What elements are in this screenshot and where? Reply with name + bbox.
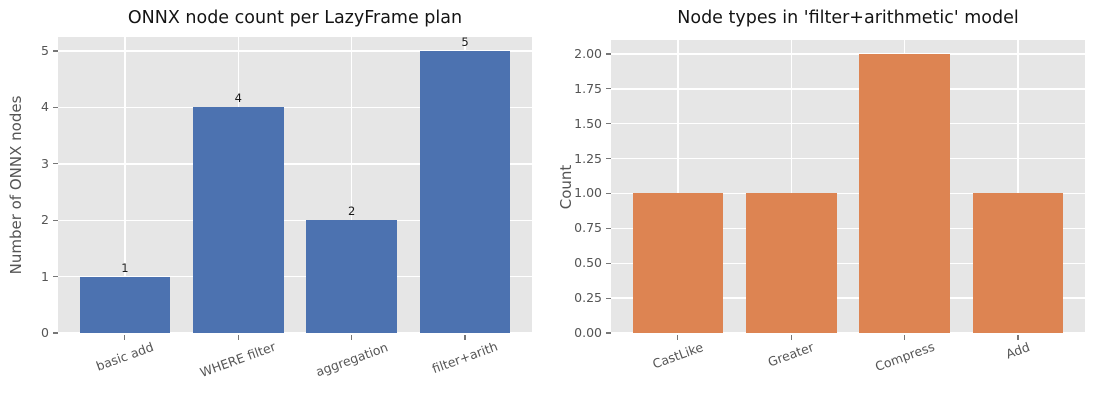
gridline-h [611,297,1085,299]
x-tick-label: Add [1003,338,1032,362]
plot-area [611,40,1085,334]
x-tick-mark [677,335,679,340]
x-tick-label: CastLike [650,338,705,372]
x-tick-mark [124,335,126,340]
bar-Greater [745,193,837,333]
y-tick-mark [53,276,58,278]
y-tick-label: 0.50 [574,254,602,270]
bar-filter+arith [419,51,511,333]
gridline-v [124,37,126,333]
y-tick-label: 2.00 [574,45,602,61]
bar-value-label: 2 [348,204,356,219]
gridline-h [58,163,532,165]
bar-WHERE filter [192,107,284,333]
y-tick-mark [606,157,611,160]
bar-basic add [79,276,171,333]
y-tick-mark [53,50,58,52]
gridline-h [58,332,532,334]
y-tick-label: 1.75 [574,80,602,96]
gridline-h [58,275,532,278]
bar-aggregation [306,220,398,333]
x-tick-label: aggregation [313,338,390,379]
x-tick-mark [904,335,906,340]
gridline-h [611,123,1085,125]
y-tick-mark [53,106,58,109]
gridline-h [611,227,1085,230]
y-tick-label: 0.75 [574,220,602,236]
gridline-h [611,157,1085,160]
y-tick-label: 0 [41,324,49,340]
y-tick-mark [606,297,611,299]
bar-CastLike [632,193,724,333]
y-tick-mark [606,88,611,90]
x-tick-label: filter+arith [430,338,500,377]
gridline-h [58,106,532,109]
x-tick-label: basic add [93,338,156,374]
y-tick-label: 1.25 [574,150,602,166]
gridline-h [58,219,532,221]
y-tick-label: 3 [41,155,49,171]
y-axis-label: Number of ONNX nodes [7,95,25,275]
x-tick-label: Greater [766,338,817,370]
y-tick-mark [53,163,58,165]
gridline-v [1017,40,1019,333]
node-types-chart: Node types in 'filter+arithmetic' model … [550,0,1100,400]
x-tick-mark [1017,335,1019,340]
x-tick-mark [237,335,239,340]
y-tick-mark [606,262,611,264]
y-tick-mark [606,123,611,125]
y-tick-mark [53,219,58,221]
y-tick-label: 5 [41,42,49,58]
y-tick-mark [53,332,58,334]
y-tick-mark [606,332,611,334]
x-tick-mark [790,335,792,340]
bar-Compress [859,53,951,333]
gridline-h [611,262,1085,264]
gridline-h [611,192,1085,195]
y-tick-label: 2 [41,211,49,227]
bar-value-label: 5 [461,35,469,50]
bar-Add [972,193,1064,333]
chart-title: ONNX node count per LazyFrame plan [127,8,463,28]
y-tick-label: 1.00 [574,185,602,201]
onnx-node-count-chart: ONNX node count per LazyFrame plan Numbe… [7,8,532,381]
x-tick-label: WHERE filter [198,338,278,381]
x-tick-mark [351,335,353,340]
y-tick-label: 4 [41,99,49,115]
gridline-h [611,88,1085,90]
y-tick-mark [606,227,611,229]
gridline-v [350,37,353,333]
plot-area [58,37,532,334]
bar-value-label: 4 [234,91,242,106]
y-tick-mark [606,192,611,195]
y-tick-label: 1.50 [574,115,602,131]
gridline-h [611,53,1085,55]
y-tick-mark [606,53,611,55]
bar-value-label: 1 [121,260,129,275]
chart-title: Node types in 'filter+arithmetic' model [677,8,1019,28]
x-tick-label: Compress [872,338,937,375]
gridline-h [611,332,1085,334]
gridline-v [790,40,792,333]
y-tick-label: 0.25 [574,289,602,305]
gridline-h [58,50,532,52]
y-tick-label: 0.00 [574,324,602,340]
gridline-v [677,40,679,333]
x-tick-mark [464,335,466,340]
y-tick-label: 1 [41,268,49,284]
